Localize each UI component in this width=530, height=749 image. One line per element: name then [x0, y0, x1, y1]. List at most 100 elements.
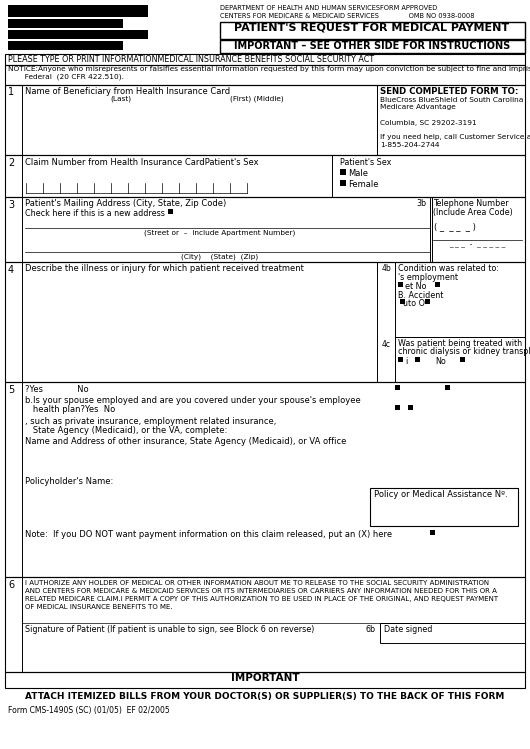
Text: IMPORTANT – SEE OTHER SIDE FOR INSTRUCTIONS: IMPORTANT – SEE OTHER SIDE FOR INSTRUCTI…: [234, 41, 510, 51]
Text: CENTERS FOR MEDICARE & MEDICAID SERVICES              OMB NO 0938-0008: CENTERS FOR MEDICARE & MEDICAID SERVICES…: [220, 13, 474, 19]
Bar: [5, 155, 525, 197]
Text: I AUTHORIZE ANY HOLDER OF MEDICAL OR OTHER INFORMATION ABOUT ME TO RELEASE TO TH: I AUTHORIZE ANY HOLDER OF MEDICAL OR OTH…: [25, 580, 489, 586]
Text: If you need help, call Customer Service at: If you need help, call Customer Service …: [380, 135, 530, 141]
Text: (Street or  –  Include Apartment Number): (Street or – Include Apartment Number): [144, 230, 296, 237]
Bar: [5, 262, 525, 382]
Text: IMPORTANT: IMPORTANT: [231, 673, 299, 683]
Text: Policy or Medical Assistance Nº.: Policy or Medical Assistance Nº.: [374, 490, 508, 499]
Text: Telephone Number: Telephone Number: [433, 199, 509, 208]
Text: State Agency (Medicaid), or the VA, complete:: State Agency (Medicaid), or the VA, comp…: [25, 426, 227, 435]
Bar: [395, 405, 400, 410]
Text: 's employment: 's employment: [398, 273, 458, 282]
Text: uto O: uto O: [398, 299, 425, 308]
Bar: [415, 357, 420, 362]
Text: 3b: 3b: [416, 199, 426, 208]
Bar: [395, 337, 525, 382]
Text: Was patient being treated with: Was patient being treated with: [398, 339, 522, 348]
Text: 1: 1: [8, 87, 14, 97]
Text: health plan?Yes  No: health plan?Yes No: [25, 405, 115, 414]
Text: , such as private insurance, employment related insurance,: , such as private insurance, employment …: [25, 417, 276, 426]
Bar: [22, 262, 377, 382]
Bar: [5, 382, 525, 577]
Text: Name of Beneficiary from Health Insurance Card: Name of Beneficiary from Health Insuranc…: [25, 87, 230, 96]
Text: ?Yes             No: ?Yes No: [25, 385, 89, 394]
Text: et No: et No: [405, 282, 427, 291]
Bar: [395, 385, 400, 390]
Text: 1-855-204-2744: 1-855-204-2744: [380, 142, 439, 148]
Text: chronic dialysis or kidney transplant?: chronic dialysis or kidney transplant?: [398, 347, 530, 356]
Text: AND CENTERS FOR MEDICARE & MEDICAID SERVICES OR ITS INTERMEDIARIES OR CARRIERS A: AND CENTERS FOR MEDICARE & MEDICAID SERV…: [25, 588, 497, 594]
Text: 6: 6: [8, 580, 14, 590]
Bar: [5, 672, 525, 688]
Text: i: i: [405, 357, 407, 366]
Text: Date signed: Date signed: [384, 625, 432, 634]
Text: ( _  _ _  _ ): ( _ _ _ _ ): [434, 222, 476, 231]
Text: Describe the illness or injury for which patient received treatment: Describe the illness or injury for which…: [25, 264, 304, 273]
Text: 4c: 4c: [382, 340, 391, 349]
Bar: [22, 197, 432, 262]
Text: 6b: 6b: [365, 625, 375, 634]
Bar: [395, 262, 525, 337]
Bar: [398, 357, 403, 362]
Bar: [8, 5, 148, 17]
Text: Patient's Mailing Address (City, State, Zip Code): Patient's Mailing Address (City, State, …: [25, 199, 226, 208]
Text: Name and Address of other insurance, State Agency (Medicaid), or VA office: Name and Address of other insurance, Sta…: [25, 437, 347, 446]
Bar: [8, 41, 123, 50]
Bar: [380, 623, 525, 643]
Text: Condition was related to:: Condition was related to:: [398, 264, 499, 273]
Bar: [408, 405, 413, 410]
Text: (Last): (Last): [110, 96, 131, 103]
Text: (First) (Middle): (First) (Middle): [230, 96, 284, 103]
Text: OF MEDICAL INSURANCE BENEFITS TO ME.: OF MEDICAL INSURANCE BENEFITS TO ME.: [25, 604, 173, 610]
Text: BlueCross BlueShield of South Carolina: BlueCross BlueShield of South Carolina: [380, 97, 524, 103]
Bar: [340, 180, 346, 186]
Text: Check here if this is a new address: Check here if this is a new address: [25, 209, 165, 218]
Bar: [5, 577, 525, 672]
Text: Form CMS-1490S (SC) (01/05)  EF 02/2005: Form CMS-1490S (SC) (01/05) EF 02/2005: [8, 706, 170, 715]
Bar: [168, 209, 173, 214]
Text: RELATED MEDICARE CLAIM.I PERMIT A COPY OF THIS AUTHORIZATION TO BE USED IN PLACE: RELATED MEDICARE CLAIM.I PERMIT A COPY O…: [25, 596, 498, 602]
Text: 4: 4: [8, 265, 14, 275]
Bar: [425, 299, 430, 304]
Bar: [22, 382, 525, 577]
Text: (Include Area Code): (Include Area Code): [433, 208, 513, 217]
Bar: [22, 155, 332, 197]
Bar: [377, 85, 525, 155]
Bar: [430, 530, 435, 535]
Text: No: No: [435, 357, 446, 366]
Text: Signature of Patient (If patient is unable to sign, see Block 6 on reverse): Signature of Patient (If patient is unab…: [25, 625, 314, 634]
Bar: [220, 22, 525, 39]
Text: Female: Female: [348, 180, 378, 189]
Bar: [445, 385, 450, 390]
Text: Federal  (20 CFR 422.510).: Federal (20 CFR 422.510).: [8, 74, 124, 80]
Text: Medicare Advantage: Medicare Advantage: [380, 105, 456, 111]
Bar: [370, 488, 518, 526]
Text: (City)    (State)  (Zip): (City) (State) (Zip): [181, 254, 259, 261]
Text: b.Is your spouse employed and are you covered under your spouse's employee: b.Is your spouse employed and are you co…: [25, 396, 361, 405]
Text: PLEASE TYPE OR PRINT INFORMATIONMEDICAL INSURANCE BENEFITS SOCIAL SECURITY ACT: PLEASE TYPE OR PRINT INFORMATIONMEDICAL …: [8, 55, 374, 64]
Bar: [22, 85, 377, 155]
Bar: [22, 577, 525, 672]
Bar: [430, 197, 525, 262]
Bar: [340, 169, 346, 175]
Bar: [8, 30, 148, 39]
Text: Male: Male: [348, 169, 368, 178]
Text: ATTACH ITEMIZED BILLS FROM YOUR DOCTOR(S) OR SUPPLIER(S) TO THE BACK OF THIS FOR: ATTACH ITEMIZED BILLS FROM YOUR DOCTOR(S…: [25, 692, 505, 701]
Bar: [5, 85, 525, 155]
Text: Policyholder's Name:: Policyholder's Name:: [25, 477, 113, 486]
Text: _ _ _  -  _ _ _ _ _: _ _ _ - _ _ _ _ _: [449, 242, 505, 248]
Bar: [400, 299, 405, 304]
Text: B. Accident: B. Accident: [398, 291, 444, 300]
Bar: [8, 19, 123, 28]
Text: Patient's Sex: Patient's Sex: [340, 158, 391, 167]
Text: 5: 5: [8, 385, 14, 395]
Text: 2: 2: [8, 158, 14, 168]
Text: Columbia, SC 29202-3191: Columbia, SC 29202-3191: [380, 120, 477, 126]
Text: PATIENT'S REQUEST FOR MEDICAL PAYMENT: PATIENT'S REQUEST FOR MEDICAL PAYMENT: [234, 23, 509, 33]
Text: Claim Number from Health Insurance CardPatient's Sex: Claim Number from Health Insurance CardP…: [25, 158, 259, 167]
Bar: [5, 197, 525, 262]
Text: DEPARTMENT OF HEALTH AND HUMAN SERVICESFORM APPROVED: DEPARTMENT OF HEALTH AND HUMAN SERVICESF…: [220, 5, 437, 11]
Bar: [5, 65, 525, 85]
Bar: [460, 357, 465, 362]
Bar: [5, 54, 525, 65]
